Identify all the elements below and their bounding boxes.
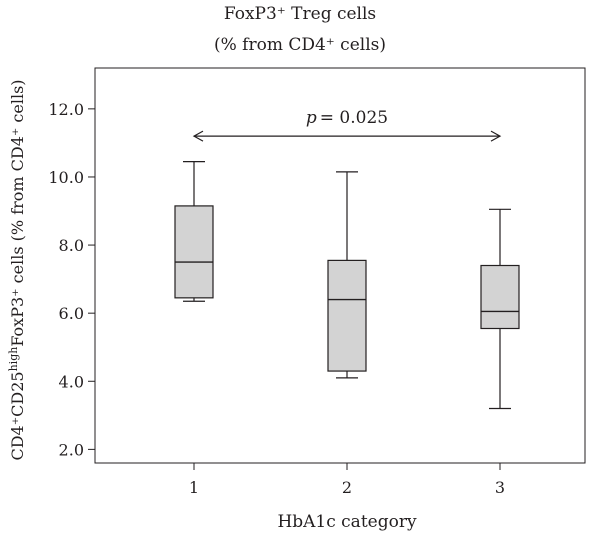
y-tick-label: 6.0 xyxy=(59,304,84,323)
box-iqr xyxy=(327,259,367,372)
x-axis-label: HbA1c category xyxy=(277,512,417,532)
y-axis-label-part2: FoxP3⁺ cells (% from CD4⁺ cells) xyxy=(8,79,27,346)
y-axis: 2.0 4.0 6.0 8.0 10.0 12.0 xyxy=(48,100,95,459)
y-tick-label: 2.0 xyxy=(59,440,84,459)
y-axis-label-part1: CD4⁺CD25 xyxy=(8,371,27,460)
chart-title-line2: (% from CD4⁺ cells) xyxy=(213,35,386,55)
arrowhead-left xyxy=(192,130,204,142)
x-tick-label: 2 xyxy=(342,478,352,497)
y-tick-label: 8.0 xyxy=(59,236,84,255)
box-1 xyxy=(174,161,214,302)
plot-frame xyxy=(94,67,586,464)
y-tick-label: 4.0 xyxy=(59,372,84,391)
chart-title-line1: FoxP3⁺ Treg cells xyxy=(223,4,377,24)
y-tick-label: 10.0 xyxy=(48,168,84,187)
arrowhead-right xyxy=(490,130,502,142)
p-symbol: p xyxy=(306,108,317,128)
y-tick-label: 12.0 xyxy=(48,100,84,119)
box-iqr xyxy=(480,264,520,330)
box-2 xyxy=(327,171,367,379)
x-tick-label: 1 xyxy=(189,478,199,497)
x-axis: 1 2 3 xyxy=(189,463,505,497)
x-tick-label: 3 xyxy=(495,478,505,497)
y-axis-label-superscript: high xyxy=(7,347,20,372)
box-iqr xyxy=(174,205,214,299)
p-value-text: = 0.025 xyxy=(320,108,388,128)
box-3 xyxy=(480,208,520,410)
boxes xyxy=(174,161,520,410)
p-value-annotation: p = 0.025 xyxy=(192,108,502,142)
y-axis-label: CD4⁺CD25highFoxP3⁺ cells (% from CD4⁺ ce… xyxy=(7,79,27,460)
p-value-label: p = 0.025 xyxy=(306,108,388,128)
